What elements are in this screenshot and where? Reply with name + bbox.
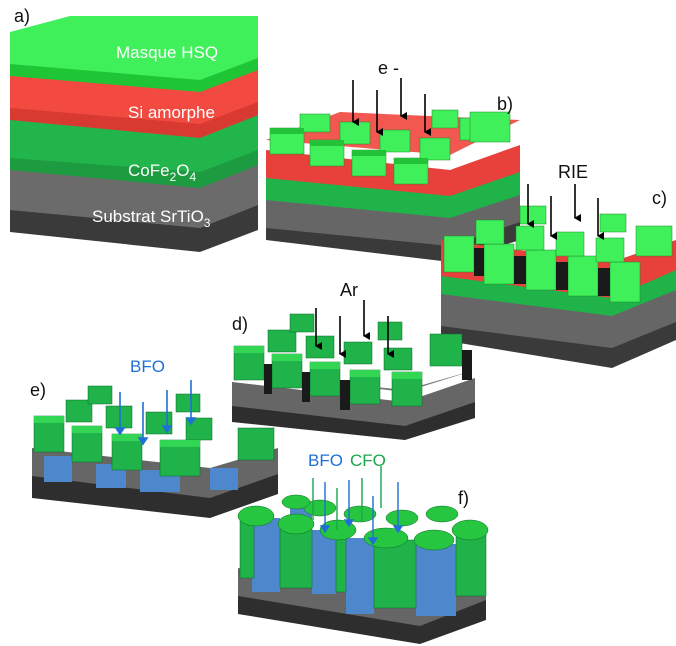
panel-b-ebeam-lithography: e - b) <box>266 58 520 262</box>
panel-f-bfo-cfo-codeposition: BFO CFO f) <box>237 451 489 644</box>
panel-d-argon-milling: Ar d) <box>232 280 475 440</box>
electron-label: e - <box>378 58 399 78</box>
hsq-mask-layer <box>10 16 258 92</box>
cfo-arrows-f <box>312 466 382 530</box>
substrate-formula-label: Substrat SrTiO3 <box>92 207 211 230</box>
cfo-formula-label: CoFe2O4 <box>128 161 197 184</box>
bfo-label-f: BFO <box>308 451 343 470</box>
panel-c-label: c) <box>652 188 667 208</box>
bfo-arrows-e <box>114 380 197 446</box>
rie-label: RIE <box>558 162 588 182</box>
hsq-label: Masque HSQ <box>116 43 218 62</box>
bfo-arrows-f <box>319 480 404 546</box>
argon-arrows <box>315 300 394 358</box>
panel-a-layer-stack: a) Masque HSQ Si amorphe CoFe2O4 Substra… <box>10 6 258 252</box>
electron-beam-arrows <box>352 78 431 136</box>
rie-arrows <box>527 184 604 240</box>
panel-f-label: f) <box>458 488 469 508</box>
panel-e-bfo-deposition: BFO e) <box>30 357 278 518</box>
panel-a-label: a) <box>14 6 30 26</box>
argon-label: Ar <box>340 280 358 300</box>
cfo-label-f: CFO <box>350 451 386 470</box>
panel-b-label: b) <box>497 94 513 114</box>
panel-d-label: d) <box>232 314 248 334</box>
bfo-label-e: BFO <box>130 357 165 376</box>
si-label: Si amorphe <box>128 103 215 122</box>
panel-c-rie-etching: RIE c) <box>441 162 676 368</box>
panel-e-label: e) <box>30 380 46 400</box>
